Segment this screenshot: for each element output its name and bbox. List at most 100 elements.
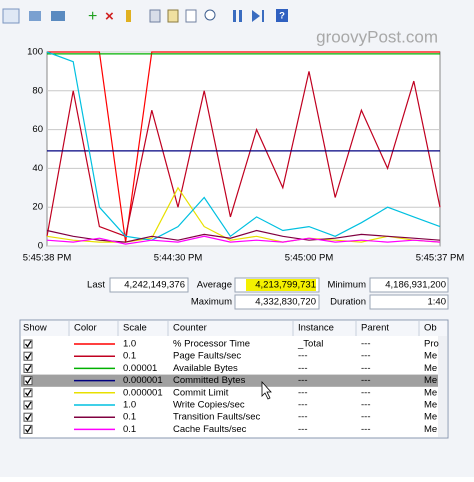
stats-panel: Last 4,242,149,376 Average 4,213,799,731… [87, 277, 449, 310]
check-mark [24, 413, 32, 421]
view-histogram-button[interactable] [29, 11, 41, 21]
y-tick-label: 80 [32, 85, 43, 96]
y-tick-label: 0 [38, 241, 43, 252]
table-cell: Me [424, 400, 437, 411]
watermark: groovyPost.com [316, 27, 438, 46]
show-checkbox [23, 412, 33, 422]
table-cell: --- [361, 375, 371, 386]
table-cell: --- [361, 412, 371, 423]
y-tick-label: 60 [32, 124, 43, 135]
zoom-button[interactable] [204, 9, 216, 21]
table-cell: --- [361, 387, 371, 398]
stat-value: 4,332,830,720 [255, 297, 316, 308]
table-cell: --- [361, 424, 371, 435]
x-tick-label: 5:45:00 PM [285, 253, 334, 264]
stat-box [234, 294, 320, 310]
x-tick-label: 5:45:38 PM [23, 253, 72, 264]
column-header: Scale [123, 323, 147, 334]
show-checkbox [23, 351, 33, 361]
toolbar: + × ? [2, 8, 288, 25]
table-cell: Me [424, 412, 437, 423]
table-cell: Commit Limit [173, 387, 229, 398]
check-mark [24, 426, 32, 434]
stat-label: Maximum [191, 297, 232, 308]
selected-row [21, 374, 438, 387]
column-header: Color [74, 323, 97, 334]
help-button[interactable] [276, 9, 288, 22]
series-line [46, 71, 441, 238]
y-tick-label: 20 [32, 202, 43, 213]
show-checkbox [23, 424, 33, 434]
column-header: Counter [173, 323, 207, 334]
table-body: Show Color Scale Counter Instance Parent Ob 1.0… [21, 321, 439, 435]
check-mark [24, 389, 32, 397]
series-line [46, 51, 441, 241]
table-cell: --- [361, 339, 371, 350]
paste-button[interactable] [167, 9, 179, 23]
series-line [46, 235, 441, 245]
column-header: Parent [361, 323, 389, 334]
stat-box [109, 277, 189, 293]
highlight-button[interactable] [126, 10, 131, 22]
table-cell: --- [298, 424, 308, 435]
stat-box [369, 294, 449, 310]
check-mark [24, 352, 32, 360]
show-checkbox [23, 363, 33, 373]
show-checkbox [23, 339, 33, 349]
y-tick-label: 40 [32, 163, 43, 174]
stat-value: 4,242,149,376 [124, 280, 185, 291]
table-cell: Write Copies/sec [173, 400, 245, 411]
table-cell: 0.1 [123, 412, 136, 423]
column-header: Ob [424, 323, 437, 334]
copy-button[interactable] [149, 9, 161, 23]
table-cell: Pro [424, 339, 439, 350]
table-cell: --- [298, 387, 308, 398]
view-graph-button[interactable] [2, 8, 20, 24]
table-cell: Cache Faults/sec [173, 424, 247, 435]
stat-label: Duration [330, 297, 366, 308]
mouse-cursor [261, 380, 272, 400]
chart: 0 20 40 60 80 100 5:45:38 PM 5:44:30 PM 5:45:00 … [23, 47, 465, 264]
stat-value: 4,213,799,731 [255, 280, 316, 291]
update-button[interactable] [252, 10, 260, 22]
check-mark [24, 377, 32, 385]
table-cell: --- [361, 400, 371, 411]
table-cell: % Processor Time [173, 339, 250, 350]
table-cell: 0.1 [123, 424, 136, 435]
x-tick-label: 5:44:30 PM [154, 253, 203, 264]
x-tick-label: 5:45:37 PM [416, 253, 465, 264]
stat-label: Average [197, 280, 232, 291]
table-cell: 1.0 [123, 400, 136, 411]
table-cell: 0.000001 [123, 375, 163, 386]
table-cell: _Total [297, 339, 323, 350]
plot-area [46, 51, 441, 247]
add-counter-button[interactable]: + [88, 8, 97, 25]
stat-value: 1:40 [428, 297, 447, 308]
table-cell: --- [361, 363, 371, 374]
table-cell: Me [424, 351, 437, 362]
show-checkbox [23, 388, 33, 398]
help-glyph: ? [279, 11, 285, 22]
table-cell: Committed Bytes [173, 375, 246, 386]
check-mark [24, 340, 32, 348]
y-tick-label: 100 [27, 47, 43, 58]
table-cell: Me [424, 363, 437, 374]
table-cell: 0.000001 [123, 387, 163, 398]
column-header: Instance [298, 323, 334, 334]
table-header [21, 321, 447, 336]
delete-counter-button[interactable]: × [105, 8, 114, 25]
freeze-button[interactable] [233, 10, 236, 22]
table-cell: Me [424, 375, 437, 386]
table-cell: Transition Faults/sec [173, 412, 261, 423]
table-cell: --- [298, 363, 308, 374]
check-mark [24, 401, 32, 409]
change-graph-type-button[interactable] [51, 11, 65, 21]
scrollbar[interactable] [438, 336, 447, 437]
table-cell: Me [424, 387, 437, 398]
show-checkbox [23, 400, 33, 410]
stat-box [369, 277, 449, 293]
table-cell: 1.0 [123, 339, 136, 350]
table-cell: --- [298, 400, 308, 411]
check-mark [24, 365, 32, 373]
properties-button[interactable] [185, 9, 197, 23]
